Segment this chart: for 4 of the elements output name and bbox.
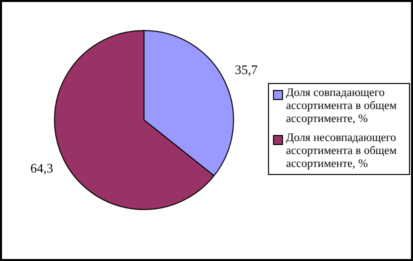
data-label: 35,7 bbox=[234, 62, 258, 78]
data-label: 64,3 bbox=[30, 160, 54, 176]
legend-label: Доля несовпадающего ассортимента в общем ассортименте, % bbox=[286, 132, 398, 171]
legend-label: Доля совпадающего ассортимента в общем ассортименте, % bbox=[286, 87, 398, 126]
